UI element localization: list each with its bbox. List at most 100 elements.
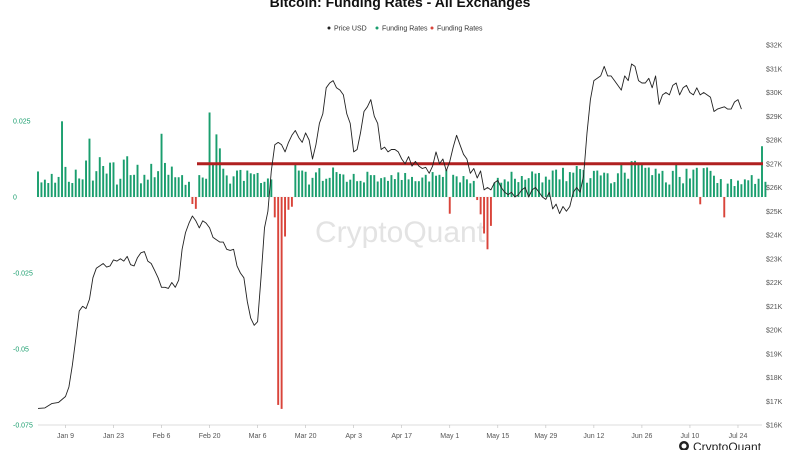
funding-bar-positive: [122, 159, 125, 197]
watermark: CryptoQuant: [315, 216, 486, 249]
funding-bar-positive: [562, 167, 564, 197]
funding-bar-positive: [390, 175, 393, 197]
price-line: [37, 63, 742, 409]
funding-bar-positive: [596, 170, 599, 197]
funding-bar-positive: [256, 172, 259, 197]
funding-bar-positive: [507, 181, 510, 197]
funding-bar-positive: [246, 170, 249, 197]
funding-bar-positive: [91, 180, 94, 197]
funding-bar-positive: [222, 168, 225, 197]
funding-bar-positive: [397, 172, 400, 197]
funding-bar-positive: [644, 167, 647, 197]
funding-bar-positive: [119, 178, 122, 197]
funding-bar-positive: [472, 180, 475, 197]
x-axis-tick-label: Jun 12: [583, 433, 604, 440]
funding-bar-positive: [565, 181, 568, 197]
funding-bar-positive: [616, 173, 619, 197]
funding-rate-bars: [37, 112, 767, 409]
funding-bar-positive: [441, 176, 444, 197]
x-axis-tick-label: Jan 23: [103, 433, 124, 440]
funding-bar-positive: [534, 173, 537, 197]
funding-bar-positive: [435, 175, 437, 197]
funding-bar-positive: [706, 167, 709, 197]
funding-bar-positive: [143, 174, 146, 197]
right-axis-tick-label: $22K: [766, 280, 783, 287]
right-axis-tick-label: $19K: [766, 351, 783, 358]
funding-bar-positive: [541, 182, 544, 197]
funding-bar-positive: [133, 174, 136, 197]
funding-bar-positive: [640, 164, 643, 197]
funding-bar-positive: [411, 176, 413, 197]
funding-bar-positive: [297, 170, 300, 197]
funding-bar-positive: [249, 173, 252, 197]
funding-bar-positive: [675, 164, 678, 197]
funding-bar-positive: [510, 171, 513, 197]
funding-bar-positive: [369, 175, 372, 197]
funding-bar-positive: [407, 179, 410, 197]
funding-bar-positive: [682, 183, 685, 197]
funding-bar-positive: [658, 173, 661, 197]
funding-bar-positive: [688, 178, 691, 197]
funding-bar-positive: [555, 169, 558, 197]
funding-bar-positive: [713, 175, 715, 197]
funding-bar-positive: [459, 182, 462, 197]
x-axis-tick-label: Apr 17: [391, 433, 412, 440]
funding-bar-negative: [479, 197, 482, 215]
funding-bar-positive: [266, 178, 269, 197]
funding-bar-positive: [98, 157, 101, 197]
funding-bar-negative: [284, 197, 287, 237]
left-axis: 0.025 0 -0.025 -0.05 -0.075: [13, 119, 33, 430]
funding-bar-positive: [78, 178, 81, 197]
funding-bar-positive: [359, 180, 362, 197]
x-axis-tick-label: Jul 24: [729, 433, 748, 440]
funding-bar-positive: [215, 134, 218, 197]
funding-bar-positive: [424, 174, 427, 197]
funding-bar-positive: [308, 184, 311, 197]
funding-bar-positive: [393, 179, 396, 197]
funding-bar-positive: [109, 162, 112, 197]
funding-bar-negative: [280, 197, 283, 409]
funding-bar-positive: [469, 183, 472, 197]
legend-label-funding-positive: Funding Rates: [382, 26, 428, 33]
funding-bar-positive: [493, 182, 496, 197]
funding-bar-positive: [603, 172, 606, 197]
funding-bar-positive: [164, 162, 166, 197]
funding-bar-positive: [239, 169, 242, 197]
brand-logo: CryptoQuant: [679, 440, 762, 450]
funding-bar-positive: [146, 179, 149, 197]
funding-bar-positive: [67, 181, 70, 197]
funding-bar-positive: [43, 179, 46, 197]
funding-bar-positive: [85, 160, 87, 197]
funding-bar-negative: [191, 197, 194, 204]
funding-bar-positive: [558, 179, 561, 197]
right-axis: $16K $17K $18K $19K $20K $21K $22K $23K $24K $25K…: [766, 43, 783, 430]
chart-title: Bitcoin: Funding Rates - All Exchanges: [270, 0, 531, 10]
funding-bar-positive: [332, 167, 335, 197]
funding-bar-positive: [57, 176, 60, 197]
funding-bar-positive: [445, 169, 448, 197]
funding-bar-positive: [167, 174, 170, 197]
funding-bar-positive: [428, 181, 431, 197]
funding-bar-positive: [335, 172, 338, 197]
funding-bar-positive: [455, 176, 458, 197]
funding-bar-positive: [380, 178, 383, 197]
funding-bar-positive: [647, 167, 650, 197]
left-axis-tick-label: 0.025: [13, 119, 31, 126]
right-axis-tick-label: $25K: [766, 209, 783, 216]
brand-name: CryptoQuant: [693, 440, 762, 450]
funding-bar-negative: [483, 197, 486, 234]
x-axis-tick-label: Jul 10: [681, 433, 700, 440]
funding-bar-positive: [325, 178, 328, 197]
funding-bar-positive: [702, 168, 705, 197]
brand-icon-inner: [681, 443, 687, 449]
funding-bar-positive: [452, 174, 455, 197]
funding-bar-positive: [229, 183, 232, 197]
funding-bar-positive: [157, 171, 160, 197]
funding-bar-positive: [232, 176, 235, 197]
funding-bar-negative: [290, 197, 293, 207]
funding-bar-positive: [743, 179, 746, 197]
funding-bar-positive: [170, 166, 173, 197]
funding-bar-positive: [153, 177, 156, 197]
x-axis-tick-label: Feb 6: [153, 433, 171, 440]
